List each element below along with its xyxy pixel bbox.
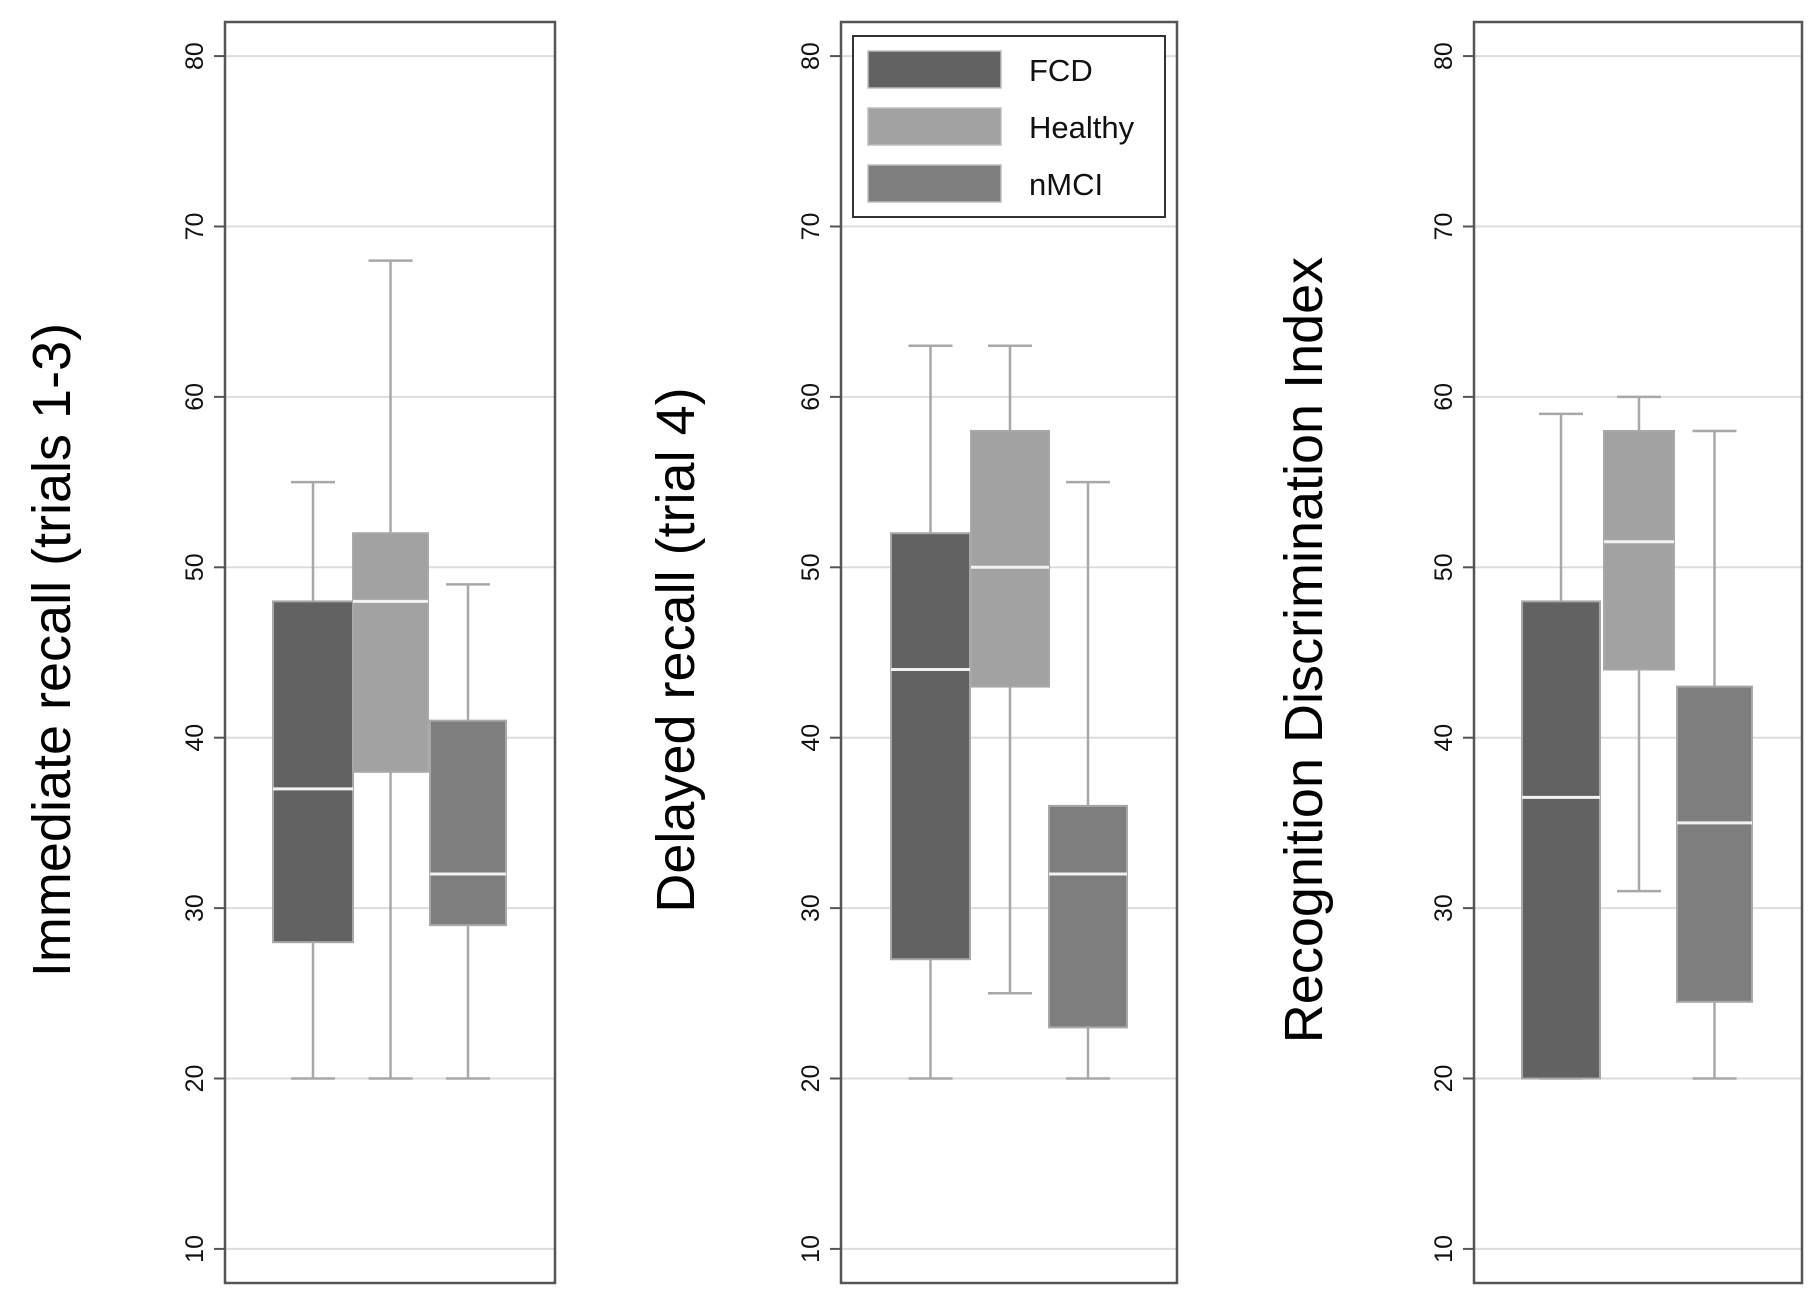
- legend-label-healthy: Healthy: [1029, 110, 1135, 145]
- legend-swatch-nmci: [867, 164, 1002, 203]
- box-nmci: [1676, 429, 1753, 1080]
- y-tick-label: 70: [797, 213, 825, 241]
- y-tick-label: 70: [1430, 213, 1458, 241]
- y-tick-label: 50: [181, 553, 209, 581]
- box-healthy: [970, 344, 1050, 995]
- iqr-box: [1048, 804, 1128, 1029]
- iqr-box: [272, 600, 354, 944]
- box-fcd: [1521, 412, 1601, 1080]
- y-tick-label: 70: [181, 213, 209, 241]
- y-tick-label: 60: [797, 383, 825, 411]
- y-tick-label: 10: [1430, 1235, 1458, 1263]
- panel-1: 10 20 30 40 50 60 70 80 Immediate recall (trials…: [22, 20, 557, 1285]
- y-tick-label: 40: [181, 724, 209, 752]
- y-axis-title: Recognition Discrimination Index: [1274, 257, 1334, 1043]
- box-nmci: [1048, 480, 1128, 1080]
- box-nmci: [429, 583, 507, 1080]
- y-tick-label: 80: [1430, 42, 1458, 70]
- legend-swatch-fcd: [867, 50, 1002, 89]
- y-tick-label: 80: [797, 42, 825, 70]
- plot-frame: [839, 20, 1179, 1285]
- y-tick-label: 80: [181, 42, 209, 70]
- y-tick-label: 50: [1430, 553, 1458, 581]
- y-tick-label: 40: [1430, 724, 1458, 752]
- panel-3: 10 20 30 40 50 60 70 80 Recognition Discriminati…: [1274, 20, 1804, 1285]
- y-tick-label: 30: [181, 894, 209, 922]
- legend-label-fcd: FCD: [1029, 53, 1093, 88]
- y-tick-label: 20: [1430, 1065, 1458, 1093]
- iqr-box: [1521, 600, 1601, 1080]
- y-tick-label: 30: [797, 894, 825, 922]
- panel-2: 10 20 30 40 50 60 70 80 Delayed recall (trial 4): [646, 20, 1179, 1285]
- y-axis-title: Delayed recall (trial 4): [646, 387, 706, 912]
- iqr-box: [890, 532, 971, 961]
- iqr-box: [970, 429, 1050, 688]
- y-tick-label: 40: [797, 724, 825, 752]
- legend: FCD Healthy nMCI: [852, 35, 1166, 218]
- y-tick-label: 10: [181, 1235, 209, 1263]
- iqr-box: [1603, 429, 1675, 671]
- box-fcd: [272, 480, 354, 1080]
- box-healthy: [352, 259, 429, 1080]
- y-tick-label: 50: [797, 553, 825, 581]
- y-tick-label: 10: [797, 1235, 825, 1263]
- y-tick-label: 20: [181, 1065, 209, 1093]
- iqr-box: [1676, 685, 1753, 1003]
- legend-swatch-healthy: [867, 107, 1002, 146]
- box-fcd: [890, 344, 971, 1080]
- box-healthy: [1603, 395, 1675, 893]
- plot-frame: [223, 20, 557, 1285]
- iqr-box: [429, 719, 507, 927]
- y-tick-label: 20: [797, 1065, 825, 1093]
- y-tick-label: 60: [181, 383, 209, 411]
- plot-frame: [1472, 20, 1804, 1285]
- iqr-box: [352, 532, 429, 773]
- y-tick-label: 30: [1430, 894, 1458, 922]
- y-axis-title: Immediate recall (trials 1-3): [22, 323, 82, 977]
- y-tick-label: 60: [1430, 383, 1458, 411]
- legend-label-nmci: nMCI: [1029, 167, 1103, 202]
